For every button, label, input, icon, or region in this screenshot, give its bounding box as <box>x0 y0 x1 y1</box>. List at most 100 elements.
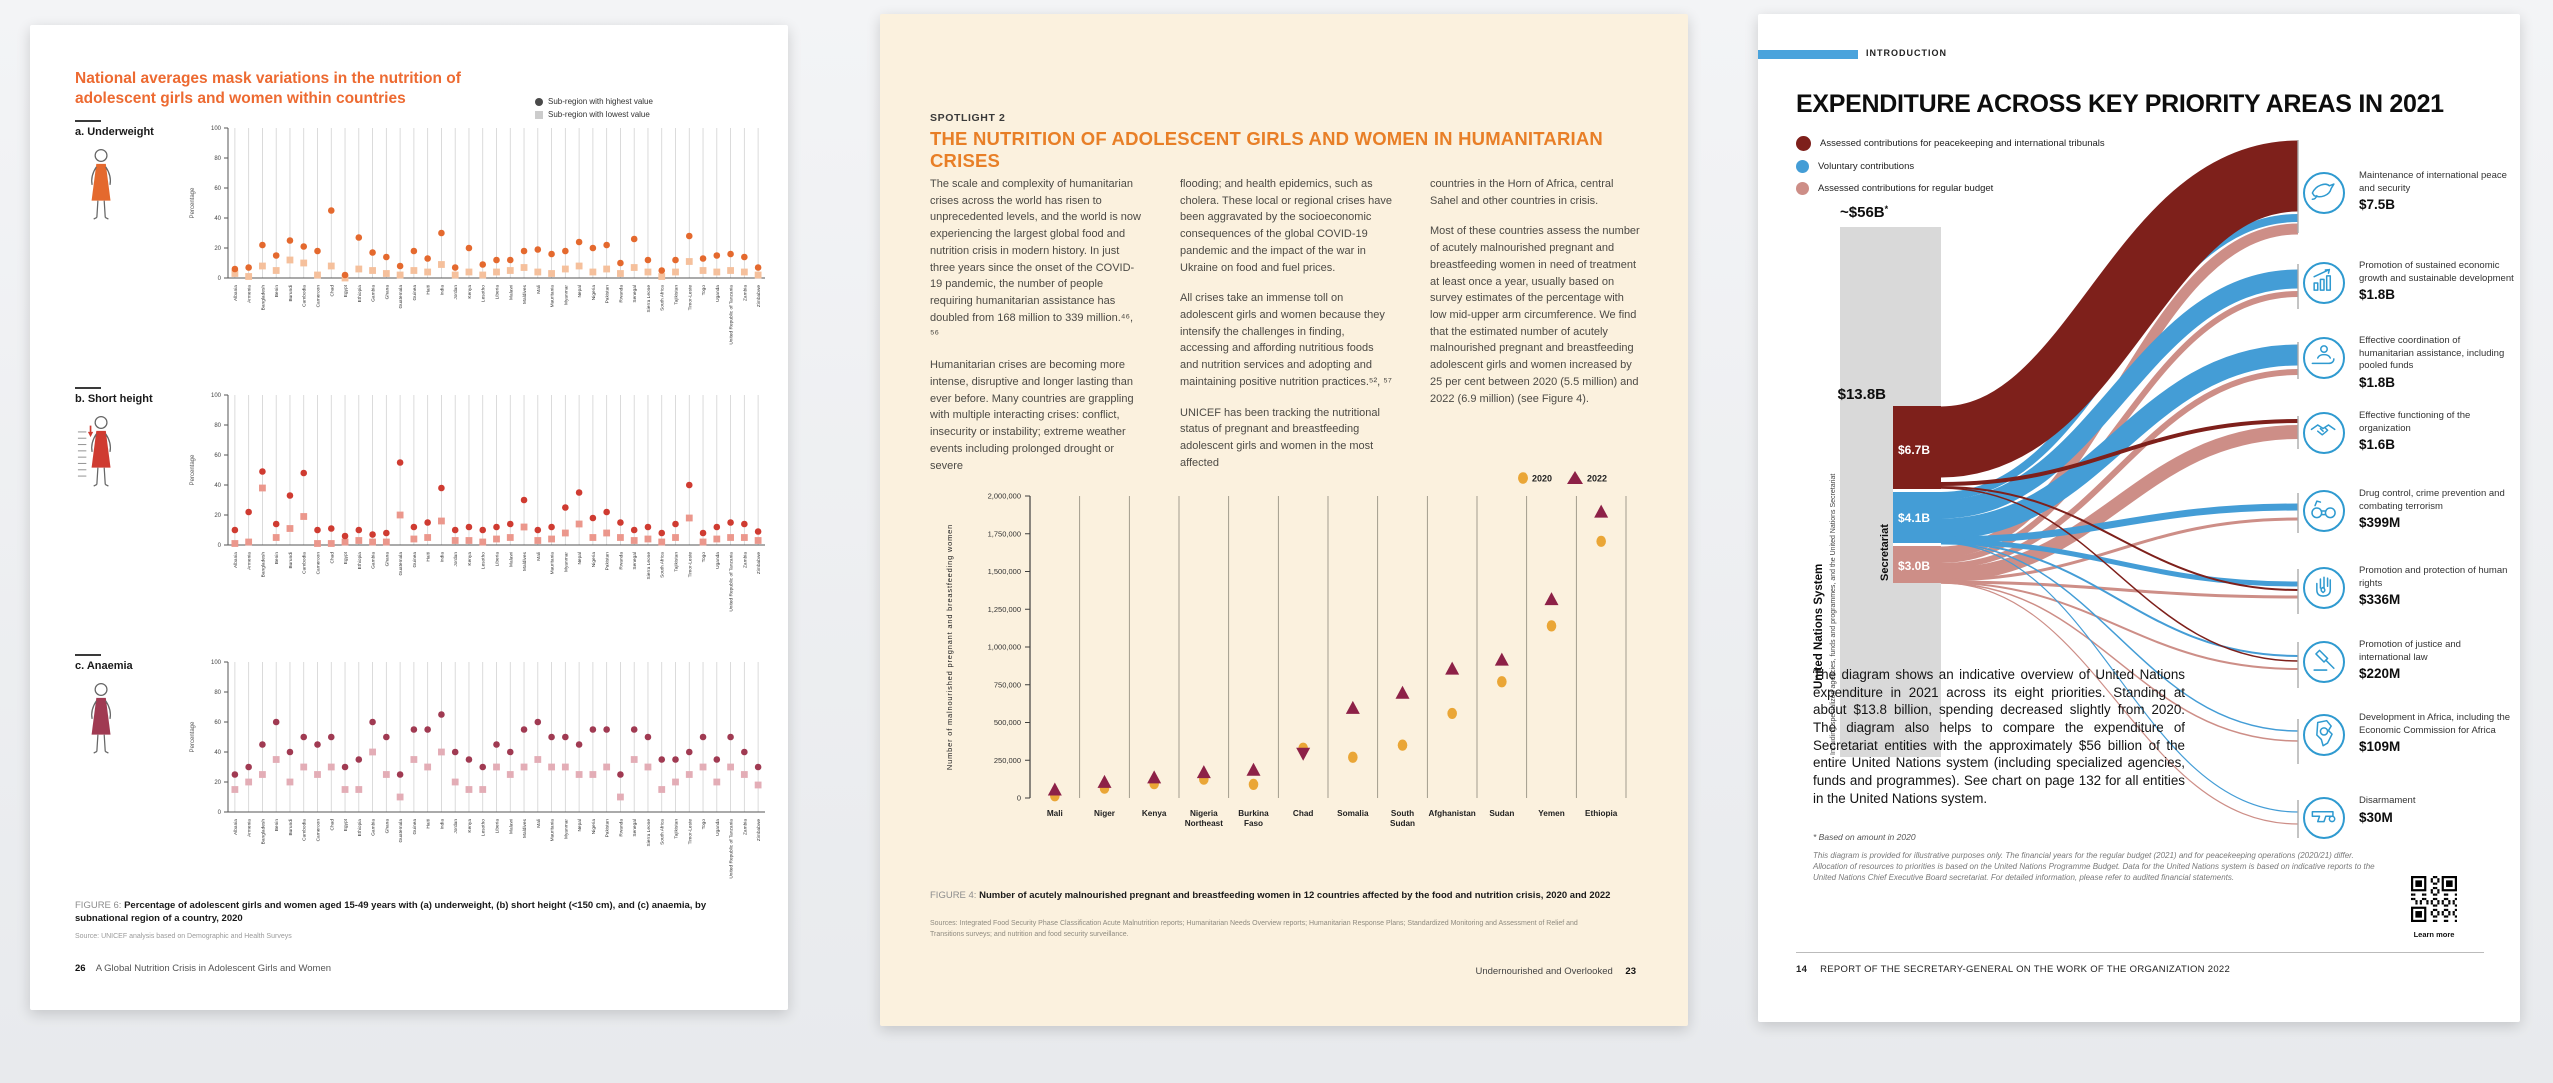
country-label: Tajikistan <box>674 819 680 839</box>
lowest-value-marker <box>685 258 693 265</box>
country-label: Guinea <box>412 552 418 568</box>
section-label: b. Short height <box>75 393 153 405</box>
lowest-value-marker <box>672 268 679 276</box>
legend-item: Voluntary contributions <box>1796 160 2105 173</box>
highest-value-marker <box>562 733 569 741</box>
priority-amount: $30M <box>2359 809 2393 825</box>
section-label: a. Underweight <box>75 126 154 138</box>
page-number: 23 <box>1625 966 1636 977</box>
chart-legend: Sub-region with highest value Sub-region … <box>535 97 653 123</box>
country-label: South Africa <box>660 285 666 311</box>
highest-value-marker <box>383 253 390 261</box>
figure-caption-text: Number of acutely malnourished pregnant … <box>979 890 1611 901</box>
sankey-flow <box>1940 425 2299 582</box>
lowest-value-marker <box>493 535 500 543</box>
dot-plot-svg: 0 20 40 60 80 100 Percentage Albania Armenia Bang… <box>190 660 765 879</box>
country-label: Burkina <box>1238 809 1269 818</box>
highest-value-marker <box>644 733 652 741</box>
highest-value-marker <box>286 748 294 756</box>
country-label: Nepal <box>577 285 583 298</box>
country-label: Mauritania <box>550 819 556 842</box>
sankey-legend: Assessed contributions for peacekeeping … <box>1796 136 2105 204</box>
country-label: Mali <box>536 552 542 561</box>
lowest-value-marker <box>699 538 707 546</box>
highest-value-marker <box>741 520 748 528</box>
highest-value-marker <box>727 519 734 526</box>
highest-value-marker <box>685 232 693 240</box>
lowest-value-marker <box>589 268 597 276</box>
svg-text:250,000: 250,000 <box>994 756 1021 765</box>
figure4-chart: 0 250,000 500,000 750,000 1,000,000 1,250,000… <box>935 466 1640 871</box>
priority-icon-circle <box>2303 262 2345 304</box>
svg-text:80: 80 <box>214 423 221 429</box>
country-label: Togo <box>701 552 707 563</box>
lowest-value-marker <box>672 534 679 541</box>
country-label: Nepal <box>577 819 583 832</box>
highest-value-marker <box>727 250 734 258</box>
section-label: c. Anaemia <box>75 660 133 672</box>
sankey-flow <box>1940 269 2299 519</box>
sankey-flow <box>1940 223 2299 558</box>
marker-2022 <box>1594 504 1609 518</box>
legend-dot <box>1796 160 1809 173</box>
lowest-value-marker <box>369 748 376 756</box>
highest-value-marker <box>727 733 734 741</box>
lowest-value-marker <box>231 786 239 793</box>
lowest-value-marker <box>465 268 473 276</box>
priority-amount: $109M <box>2359 739 2401 755</box>
qr-code-block: Learn more <box>2410 876 2458 939</box>
lowest-value-marker <box>272 756 280 763</box>
short-height-woman-icon <box>77 415 111 487</box>
lowest-value-marker <box>589 534 597 541</box>
priority-label: Maintenance of international peace and s… <box>2359 170 2507 194</box>
highest-value-marker <box>699 529 707 537</box>
highest-value-marker <box>644 256 652 264</box>
highest-value-marker <box>410 523 418 531</box>
country-label: Mali <box>1047 809 1063 818</box>
highest-value-marker <box>327 207 335 214</box>
lowest-value-marker <box>658 538 666 546</box>
highest-value-marker <box>451 264 459 271</box>
highest-value-marker <box>259 241 266 249</box>
lowest-value-marker <box>493 268 500 276</box>
marker-2022 <box>1047 782 1062 796</box>
legend-label: Assessed contributions for peacekeeping … <box>1820 138 2105 149</box>
highest-value-marker <box>355 234 363 241</box>
page-title: EXPENDITURE ACROSS KEY PRIORITY AREAS IN… <box>1796 90 2444 118</box>
svg-text:0: 0 <box>218 276 222 282</box>
lowest-value-marker <box>713 535 721 543</box>
priority-amount: $336M <box>2359 592 2401 608</box>
lowest-value-marker <box>231 270 239 277</box>
priority-label: Effective coordination of humanitarian a… <box>2359 335 2505 372</box>
marker-2022 <box>1246 762 1261 776</box>
highest-value-marker <box>493 256 500 264</box>
highest-value-marker <box>272 718 280 726</box>
highest-value-marker <box>341 271 349 279</box>
country-label: Liberia <box>495 552 501 567</box>
dot-plot-c: 0 20 40 60 80 100 Percentage Albania Armenia Bang… <box>182 654 772 899</box>
svg-text:100: 100 <box>211 393 222 399</box>
figure-caption: FIGURE 6: Percentage of adolescent girls… <box>75 899 735 926</box>
priority-label: Effective functioning of the organizatio… <box>2359 410 2471 434</box>
priority-label: Drug control, crime prevention and comba… <box>2359 488 2505 512</box>
anaemia-woman-icon <box>91 682 111 754</box>
lowest-value-marker <box>355 537 363 544</box>
underweight-woman-icon <box>91 148 111 220</box>
lowest-value-marker <box>699 763 707 771</box>
country-label: United Republic of Tanzania <box>729 285 735 345</box>
svg-text:60: 60 <box>214 720 221 726</box>
country-label: Ethiopia <box>1585 809 1618 818</box>
highest-value-marker <box>630 726 638 733</box>
page-number: 26 <box>75 963 86 974</box>
figure-caption-text: Percentage of adolescent girls and women… <box>75 900 707 925</box>
country-label: Senegal <box>632 552 638 570</box>
country-label: Haiti <box>426 819 432 829</box>
lowest-value-marker <box>272 534 280 541</box>
highest-value-marker <box>617 259 624 267</box>
lowest-value-marker <box>520 763 528 771</box>
lowest-value-marker <box>603 763 611 771</box>
highest-value-marker <box>272 520 280 528</box>
marker-2022 <box>1296 747 1311 761</box>
highest-value-marker <box>589 726 597 733</box>
qr-code-svg <box>2411 876 2457 922</box>
